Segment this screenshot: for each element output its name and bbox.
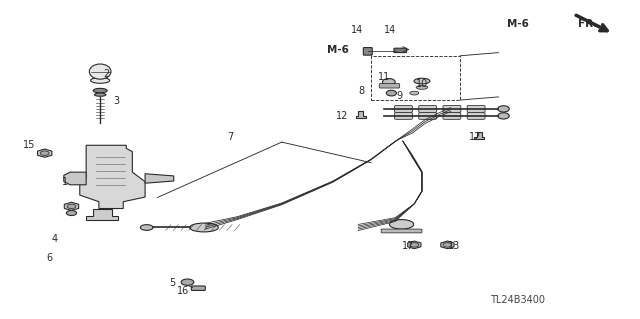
Circle shape <box>40 151 49 155</box>
Text: 8: 8 <box>358 85 365 96</box>
Text: 14: 14 <box>384 26 396 35</box>
Ellipse shape <box>189 223 218 232</box>
Text: M-6: M-6 <box>327 45 349 56</box>
Text: 2: 2 <box>104 69 109 79</box>
Ellipse shape <box>498 106 509 112</box>
Ellipse shape <box>416 85 428 89</box>
Text: TL24B3400: TL24B3400 <box>490 295 545 305</box>
Text: 12: 12 <box>469 132 482 142</box>
Ellipse shape <box>387 90 396 96</box>
FancyBboxPatch shape <box>381 229 422 233</box>
Ellipse shape <box>410 91 419 95</box>
Polygon shape <box>408 241 421 249</box>
Text: 1: 1 <box>62 177 68 187</box>
FancyBboxPatch shape <box>443 105 461 112</box>
Ellipse shape <box>90 64 111 79</box>
Polygon shape <box>86 209 118 219</box>
Circle shape <box>410 243 419 247</box>
FancyBboxPatch shape <box>364 48 372 55</box>
Ellipse shape <box>91 78 109 83</box>
FancyBboxPatch shape <box>443 112 461 119</box>
Circle shape <box>67 204 76 209</box>
Text: 6: 6 <box>46 253 52 263</box>
Circle shape <box>181 279 194 286</box>
Polygon shape <box>80 145 145 209</box>
Circle shape <box>67 211 77 216</box>
Ellipse shape <box>498 113 509 119</box>
Polygon shape <box>64 202 79 211</box>
Text: 7: 7 <box>228 132 234 142</box>
Text: 16: 16 <box>177 286 189 296</box>
Polygon shape <box>38 149 52 157</box>
Circle shape <box>443 243 452 247</box>
Text: 10: 10 <box>416 78 428 89</box>
Text: 15: 15 <box>22 140 35 150</box>
Ellipse shape <box>140 225 153 230</box>
Text: 11: 11 <box>378 72 390 82</box>
FancyBboxPatch shape <box>380 84 399 88</box>
Polygon shape <box>441 241 454 249</box>
FancyBboxPatch shape <box>191 286 205 290</box>
Text: 5: 5 <box>169 278 175 288</box>
FancyBboxPatch shape <box>419 105 436 112</box>
FancyBboxPatch shape <box>467 112 485 119</box>
FancyBboxPatch shape <box>394 48 406 53</box>
FancyBboxPatch shape <box>394 112 412 119</box>
Ellipse shape <box>95 93 106 96</box>
Ellipse shape <box>383 78 395 85</box>
Ellipse shape <box>414 78 430 84</box>
Ellipse shape <box>93 88 107 93</box>
Text: 9: 9 <box>397 91 403 101</box>
Polygon shape <box>356 111 366 118</box>
FancyBboxPatch shape <box>467 105 485 112</box>
Text: 13: 13 <box>448 241 460 250</box>
Polygon shape <box>145 174 173 183</box>
Polygon shape <box>64 172 86 185</box>
FancyBboxPatch shape <box>419 112 436 119</box>
Text: M-6: M-6 <box>507 19 529 28</box>
Text: 14: 14 <box>351 26 363 35</box>
Text: 4: 4 <box>51 234 58 244</box>
Bar <box>371 56 460 100</box>
Text: 12: 12 <box>336 111 349 121</box>
Polygon shape <box>474 132 484 139</box>
Text: 17: 17 <box>402 241 414 250</box>
Text: FR.: FR. <box>578 19 598 28</box>
FancyBboxPatch shape <box>394 105 412 112</box>
Ellipse shape <box>390 219 413 229</box>
Text: 3: 3 <box>113 96 119 106</box>
